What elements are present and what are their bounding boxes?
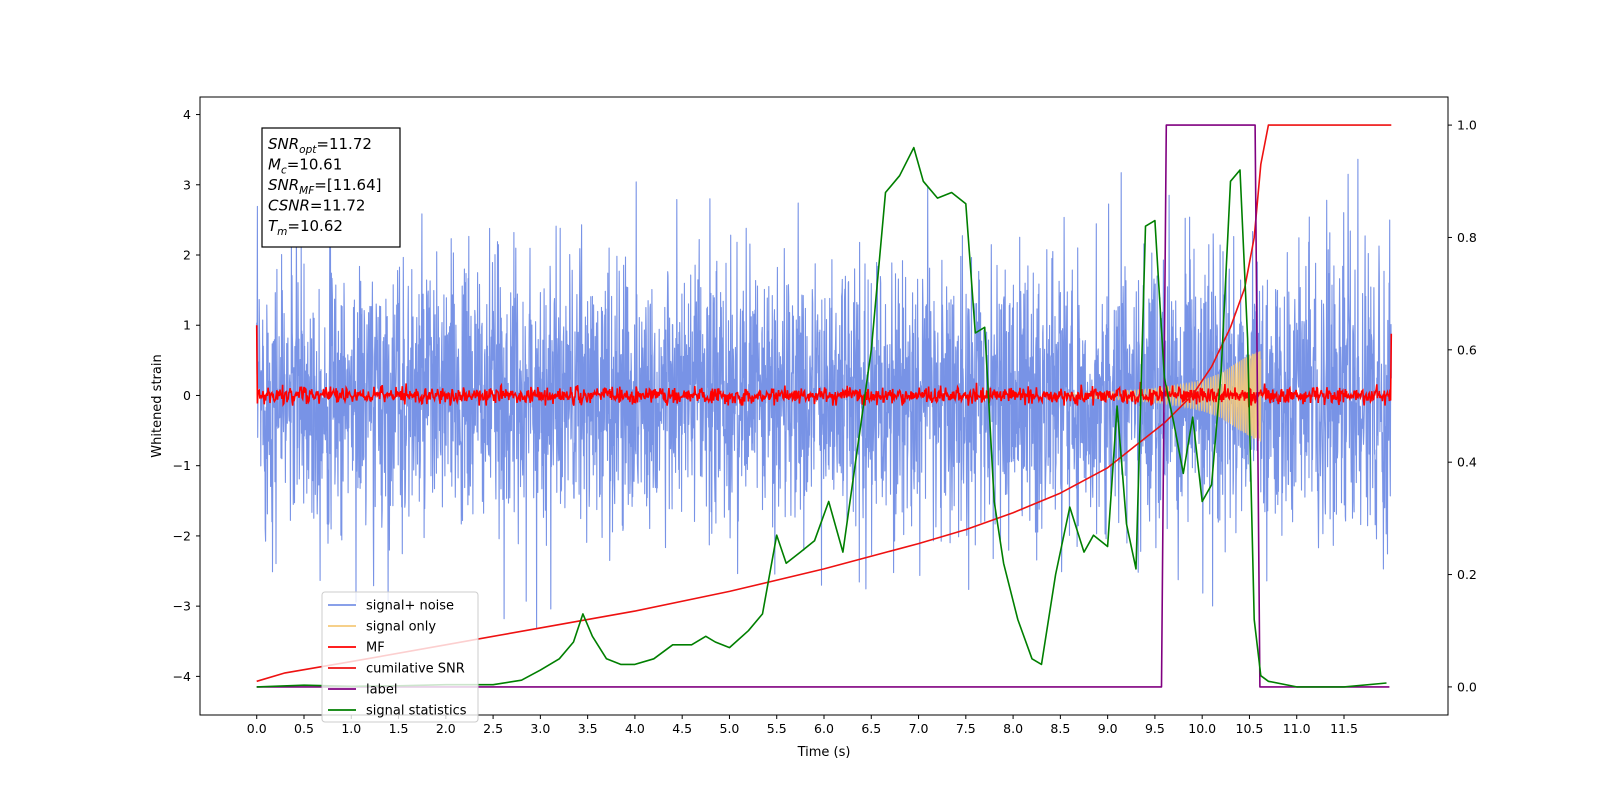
x-tick-label: 2.5: [483, 721, 503, 736]
legend-frame: [321, 591, 479, 723]
x-tick-label: 0.0: [247, 721, 267, 736]
y2-tick-label: 1.0: [1457, 118, 1477, 133]
x-tick-label: 8.5: [1050, 721, 1070, 736]
legend-item-cumulative-snr: cumilative SNR: [328, 662, 465, 677]
annotation-line: SNRMF=[11.64]: [268, 176, 382, 197]
y-axis-label: Whitened strain: [150, 354, 165, 457]
x-axis-label: Time (s): [797, 745, 851, 760]
y-tick-label: −4: [173, 669, 191, 684]
x-tick-label: 3.5: [578, 721, 598, 736]
y-tick-label: 0: [183, 388, 191, 403]
y-tick-label: 2: [183, 248, 191, 263]
x-tick-label: 8.0: [1003, 721, 1023, 736]
label-line: [256, 124, 1390, 688]
legend-item-signal-statistics: signal statistics: [328, 704, 467, 719]
legend-label: signal statistics: [366, 704, 467, 719]
x-tick-label: 1.5: [389, 721, 409, 736]
y-tick-label: 3: [183, 177, 191, 192]
x-tick-label: 4.5: [672, 721, 692, 736]
y2-tick-label: 0.0: [1457, 679, 1477, 694]
y-tick-label: −1: [173, 458, 191, 473]
y-tick-label: 1: [183, 318, 191, 333]
annotation-line: SNRopt=11.72: [268, 135, 372, 156]
x-tick-label: 9.0: [1098, 721, 1118, 736]
x-tick-label: 10.0: [1188, 721, 1216, 736]
x-tick-label: 7.0: [909, 721, 929, 736]
x-tick-label: 2.0: [436, 721, 456, 736]
legend-item-signal-only: signal only: [328, 620, 436, 635]
y2-tick-label: 0.6: [1457, 342, 1477, 357]
y-tick-label: −3: [173, 599, 191, 614]
signal-statistics-line: [256, 146, 1387, 688]
cumulative-snr-line: [256, 124, 1392, 683]
legend-item-label: label: [328, 683, 397, 698]
y2-tick-label: 0.4: [1457, 455, 1477, 470]
annotation-line: Mc=10.61: [268, 156, 342, 177]
legend-item-signal-noise: signal+ noise: [328, 599, 454, 614]
x-tick-label: 6.0: [814, 721, 834, 736]
y2-tick-label: 0.2: [1457, 567, 1477, 582]
legend-label: signal+ noise: [366, 599, 454, 614]
legend-label: label: [366, 683, 397, 698]
legend-label: signal only: [366, 620, 436, 635]
x-tick-label: 9.5: [1145, 721, 1165, 736]
x-tick-label: 0.5: [294, 721, 314, 736]
y2-tick-label: 0.8: [1457, 230, 1477, 245]
x-tick-label: 1.0: [341, 721, 361, 736]
axis-layer: 0.0 0.5 1.0 1.5 2.0 2.5 3.0 3.5 4.0 4.5 5.0 5.5 6.0 6…: [173, 107, 1477, 736]
legend-label: cumilative SNR: [366, 662, 465, 677]
y-tick-label: 4: [183, 107, 191, 122]
x-tick-label: 5.5: [767, 721, 787, 736]
annotation-frame: [261, 127, 401, 248]
legend-label: MF: [366, 641, 385, 656]
x-tick-label: 10.5: [1236, 721, 1264, 736]
series-layer: [255, 124, 1393, 688]
annotation-line: Tm=10.62: [268, 217, 343, 238]
annotation-box: SNRopt=11.72Mc=10.61SNRMF=[11.64]CSNR=11…: [261, 127, 401, 248]
x-tick-label: 11.0: [1283, 721, 1311, 736]
annotation-line: CSNR=11.72: [268, 197, 365, 215]
x-tick-label: 6.5: [861, 721, 881, 736]
x-tick-label: 4.0: [625, 721, 645, 736]
x-tick-label: 11.5: [1330, 721, 1358, 736]
x-tick-label: 5.0: [720, 721, 740, 736]
x-tick-label: 7.5: [956, 721, 976, 736]
y-tick-label: −2: [173, 528, 191, 543]
legend-item-mf: MF: [328, 641, 385, 656]
mf-line: [255, 325, 1393, 408]
x-tick-label: 3.0: [530, 721, 550, 736]
legend: signal+ noise signal only MF cumilative SNR…: [321, 591, 479, 723]
